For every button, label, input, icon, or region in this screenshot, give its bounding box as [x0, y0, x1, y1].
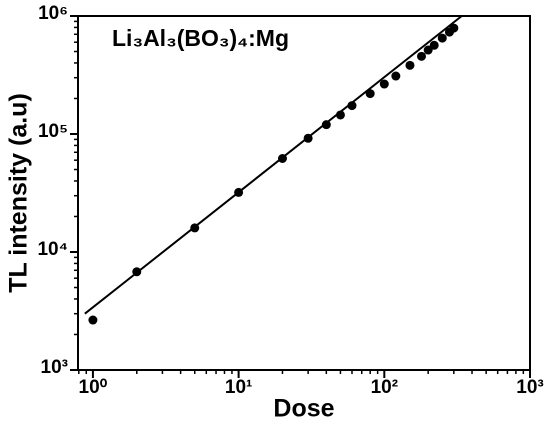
y-tick-label: 10⁶ — [38, 3, 68, 24]
data-point — [365, 89, 375, 99]
data-point — [379, 79, 389, 89]
plot-frame — [77, 15, 531, 371]
fit-line — [84, 15, 463, 315]
x-tick-label: 10⁰ — [79, 377, 108, 398]
data-point — [449, 23, 459, 33]
y-tick-label: 10⁴ — [37, 239, 68, 260]
data-point — [132, 267, 142, 277]
chart-title: Li₃Al₃(BO₃)₄:Mg — [112, 25, 289, 51]
y-tick-label: 10³ — [41, 357, 68, 378]
data-point — [391, 71, 401, 81]
data-point — [429, 40, 439, 50]
x-tick-label: 10¹ — [225, 377, 252, 398]
data-point — [437, 33, 447, 43]
x-tick-label: 10³ — [516, 377, 543, 398]
data-point — [277, 153, 287, 163]
x-tick-label: 10² — [371, 377, 398, 398]
data-point — [423, 45, 433, 55]
data-point — [335, 110, 345, 120]
data-point — [321, 120, 331, 130]
y-tick-label: 10⁵ — [38, 121, 68, 142]
data-point — [405, 60, 415, 70]
y-axis-label: TL intensity (a.u) — [5, 93, 33, 293]
data-point — [303, 133, 313, 143]
data-point — [190, 223, 200, 233]
data-point — [234, 187, 244, 197]
x-axis-label: Dose — [273, 395, 334, 423]
data-point — [416, 51, 426, 61]
data-point — [347, 101, 357, 111]
data-point — [88, 315, 98, 325]
